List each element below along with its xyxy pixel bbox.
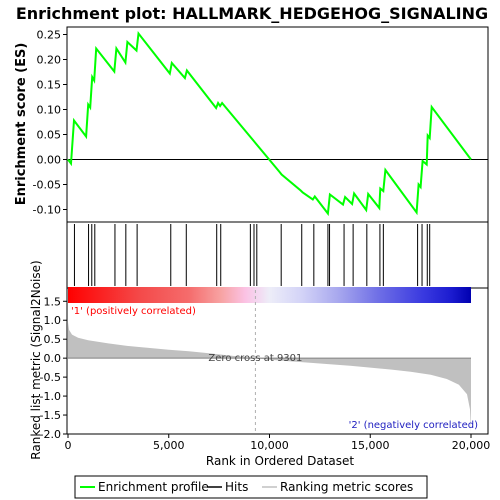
legend-ranking-label: Ranking metric scores [280,480,413,494]
hit-markers [73,224,431,286]
rm-y-tick-label: -1.5 [40,409,61,422]
ranking-color-bar [68,287,471,303]
legend: Enrichment profile Hits Ranking metric s… [74,475,428,499]
es-y-tick-label: 0.20 [37,54,62,67]
x-axis-title: Rank in Ordered Dataset [206,454,354,468]
hits-panel-frame [66,221,489,289]
es-y-tick-label: 0.10 [37,104,62,117]
legend-box [74,475,428,499]
es-y-tick-label: 0.15 [37,79,62,92]
chart-title: Enrichment plot: HALLMARK_HEDGEHOG_SIGNA… [16,4,488,23]
ranked-metric-y-axis-title: Ranked list metric (Signal2Noise) [29,260,43,459]
x-tick-label: 5,000 [153,439,185,452]
rm-y-tick-label: -0.5 [40,371,61,384]
negative-correlation-label: '2' (negatively correlated) [349,420,478,431]
enrichment-profile-line [67,30,472,217]
es-y-tick-label: 0.00 [37,154,62,167]
es-y-tick-label: -0.10 [33,204,61,217]
es-y-axis: -0.10 -0.05 0.00 0.05 0.10 0.15 0.20 0.25 [33,29,67,217]
es-y-tick-label: 0.25 [37,29,62,42]
rm-y-tick-label: 1.0 [44,314,62,327]
x-tick-label: 0 [65,439,72,452]
rm-y-tick-label: 0.5 [44,333,62,346]
es-y-tick-label: -0.05 [33,179,61,192]
es-y-axis-title: Enrichment score (ES) [14,43,29,206]
ranked-metric-y-axis: -2.0 -1.5 -1.0 -0.5 0.0 0.5 1.0 1.5 [40,295,67,441]
rank-x-axis: 0 5,000 10,000 15,000 20,000 [65,434,491,452]
es-y-tick-label: 0.05 [37,129,62,142]
rm-y-tick-label: -2.0 [40,428,61,441]
rm-y-tick-label: -1.0 [40,390,61,403]
x-tick-label: 15,000 [351,439,390,452]
zero-cross-label: Zero cross at 9301 [208,353,302,364]
es-panel-frame [66,26,489,223]
legend-hits-label: Hits [225,480,248,494]
rm-y-tick-label: 0.0 [44,352,62,365]
rm-y-tick-label: 1.5 [44,295,62,308]
x-tick-label: 20,000 [452,439,491,452]
x-tick-label: 10,000 [250,439,289,452]
positive-correlation-label: '1' (positively correlated) [71,306,196,317]
legend-enrichment-label: Enrichment profile [98,480,209,494]
